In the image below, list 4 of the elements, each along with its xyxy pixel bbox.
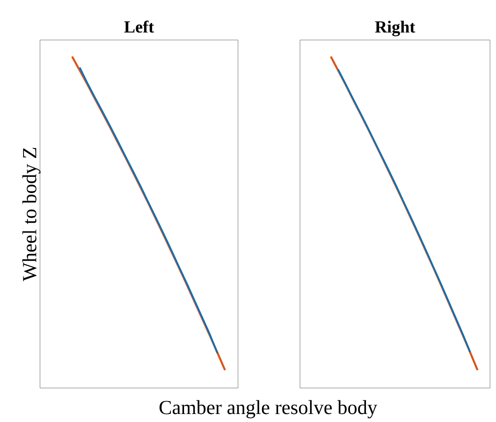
chart-title: Left bbox=[124, 20, 154, 33]
y-axis-title: Wheel to body Z bbox=[22, 148, 40, 282]
chart-title: Right bbox=[375, 20, 416, 36]
x-axis-title: Camber angle resolve body bbox=[160, 400, 378, 418]
